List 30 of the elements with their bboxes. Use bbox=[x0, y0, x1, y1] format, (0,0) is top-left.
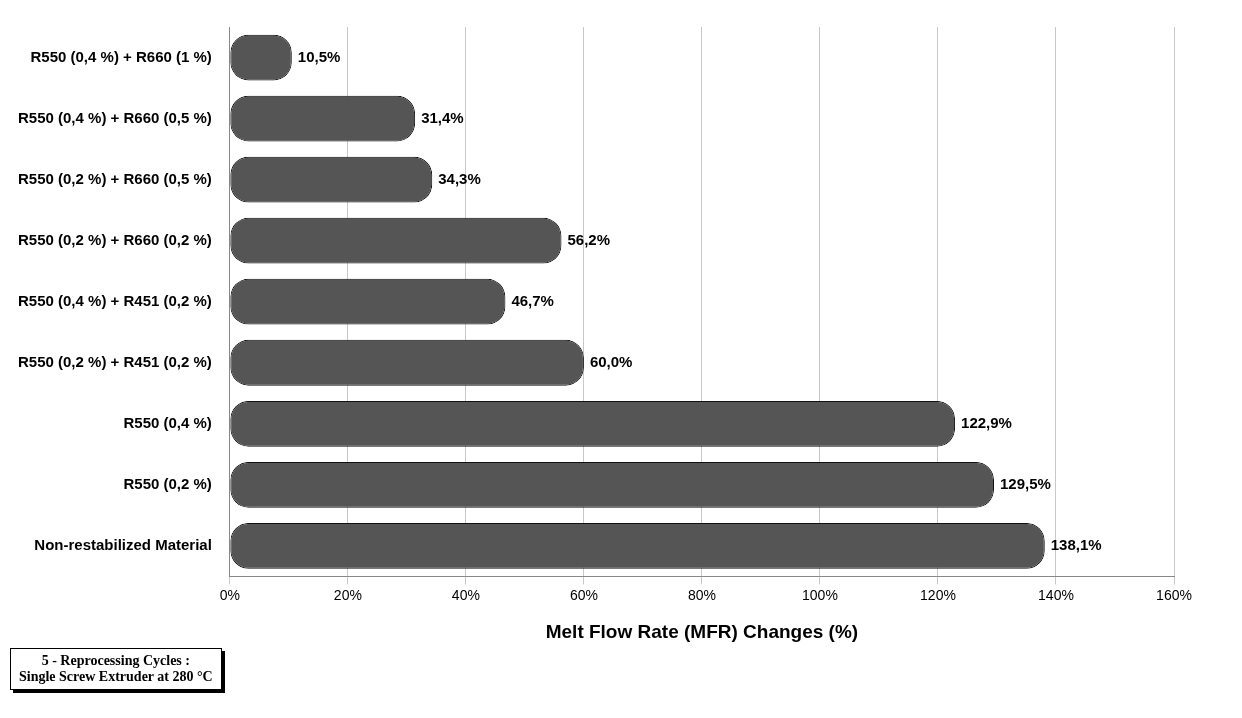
data-label: 10,5% bbox=[297, 47, 341, 65]
text: 5 - Reprocessing Cycles : bbox=[40, 653, 191, 669]
data-label: 138,1% bbox=[1050, 536, 1102, 554]
y-tick-label: R550 (0,2 %) + R660 (0,5 %) bbox=[18, 169, 212, 187]
data-label: 122,9% bbox=[961, 413, 1012, 431]
y-tick-label: R550 (0,4 %) + R660 (0,5 %) bbox=[18, 108, 212, 126]
x-tick-label: 80% bbox=[687, 586, 716, 603]
x-tick-label: 0% bbox=[219, 586, 240, 603]
y-tick-label: Non-restabilized Material bbox=[34, 536, 212, 554]
x-tick-label: 20% bbox=[333, 586, 362, 603]
x-tick-label: 140% bbox=[1038, 586, 1074, 603]
x-tick-label: 40% bbox=[451, 586, 480, 603]
y-tick-label: R550 (0,2 %) bbox=[123, 474, 212, 492]
x-tick-label: 60% bbox=[569, 586, 598, 603]
data-label: 46,7% bbox=[511, 291, 554, 309]
y-tick-label: R550 (0,2 %) + R660 (0,2 %) bbox=[18, 230, 212, 248]
x-axis-title: Melt Flow Rate (MFR) Changes (%) bbox=[545, 620, 859, 642]
x-tick-label: 120% bbox=[920, 586, 956, 603]
x-tick-label: 160% bbox=[1156, 586, 1192, 603]
x-tick-label: 100% bbox=[802, 586, 838, 603]
data-label: 56,2% bbox=[567, 230, 611, 248]
y-tick-label: R550 (0,4 %) + R451 (0,2 %) bbox=[18, 291, 212, 309]
data-label: 129,5% bbox=[1000, 474, 1051, 492]
data-label: 60,0% bbox=[589, 352, 633, 370]
y-tick-label: R550 (0,4 %) bbox=[123, 413, 212, 431]
text: Single Screw Extruder at 280 °C bbox=[19, 669, 213, 685]
data-label: 31,4% bbox=[421, 108, 464, 126]
data-label: 34,3% bbox=[438, 169, 481, 187]
y-tick-label: R550 (0,4 %) + R660 (1 %) bbox=[30, 47, 212, 65]
y-tick-label: R550 (0,2 %) + R451 (0,2 %) bbox=[18, 352, 212, 370]
